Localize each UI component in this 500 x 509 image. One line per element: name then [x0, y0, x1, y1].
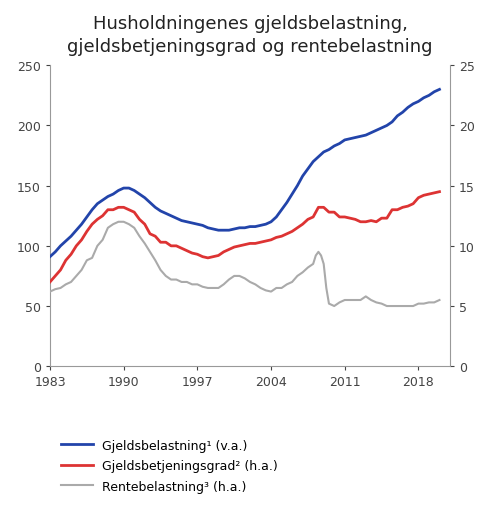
Legend: Gjeldsbelastning¹ (v.a.), Gjeldsbetjeningsgrad² (h.a.), Rentebelastning³ (h.a.): Gjeldsbelastning¹ (v.a.), Gjeldsbetjenin…	[56, 434, 283, 498]
Title: Husholdningenes gjeldsbelastning,
gjeldsbetjeningsgrad og rentebelastning: Husholdningenes gjeldsbelastning, gjelds…	[67, 15, 433, 56]
